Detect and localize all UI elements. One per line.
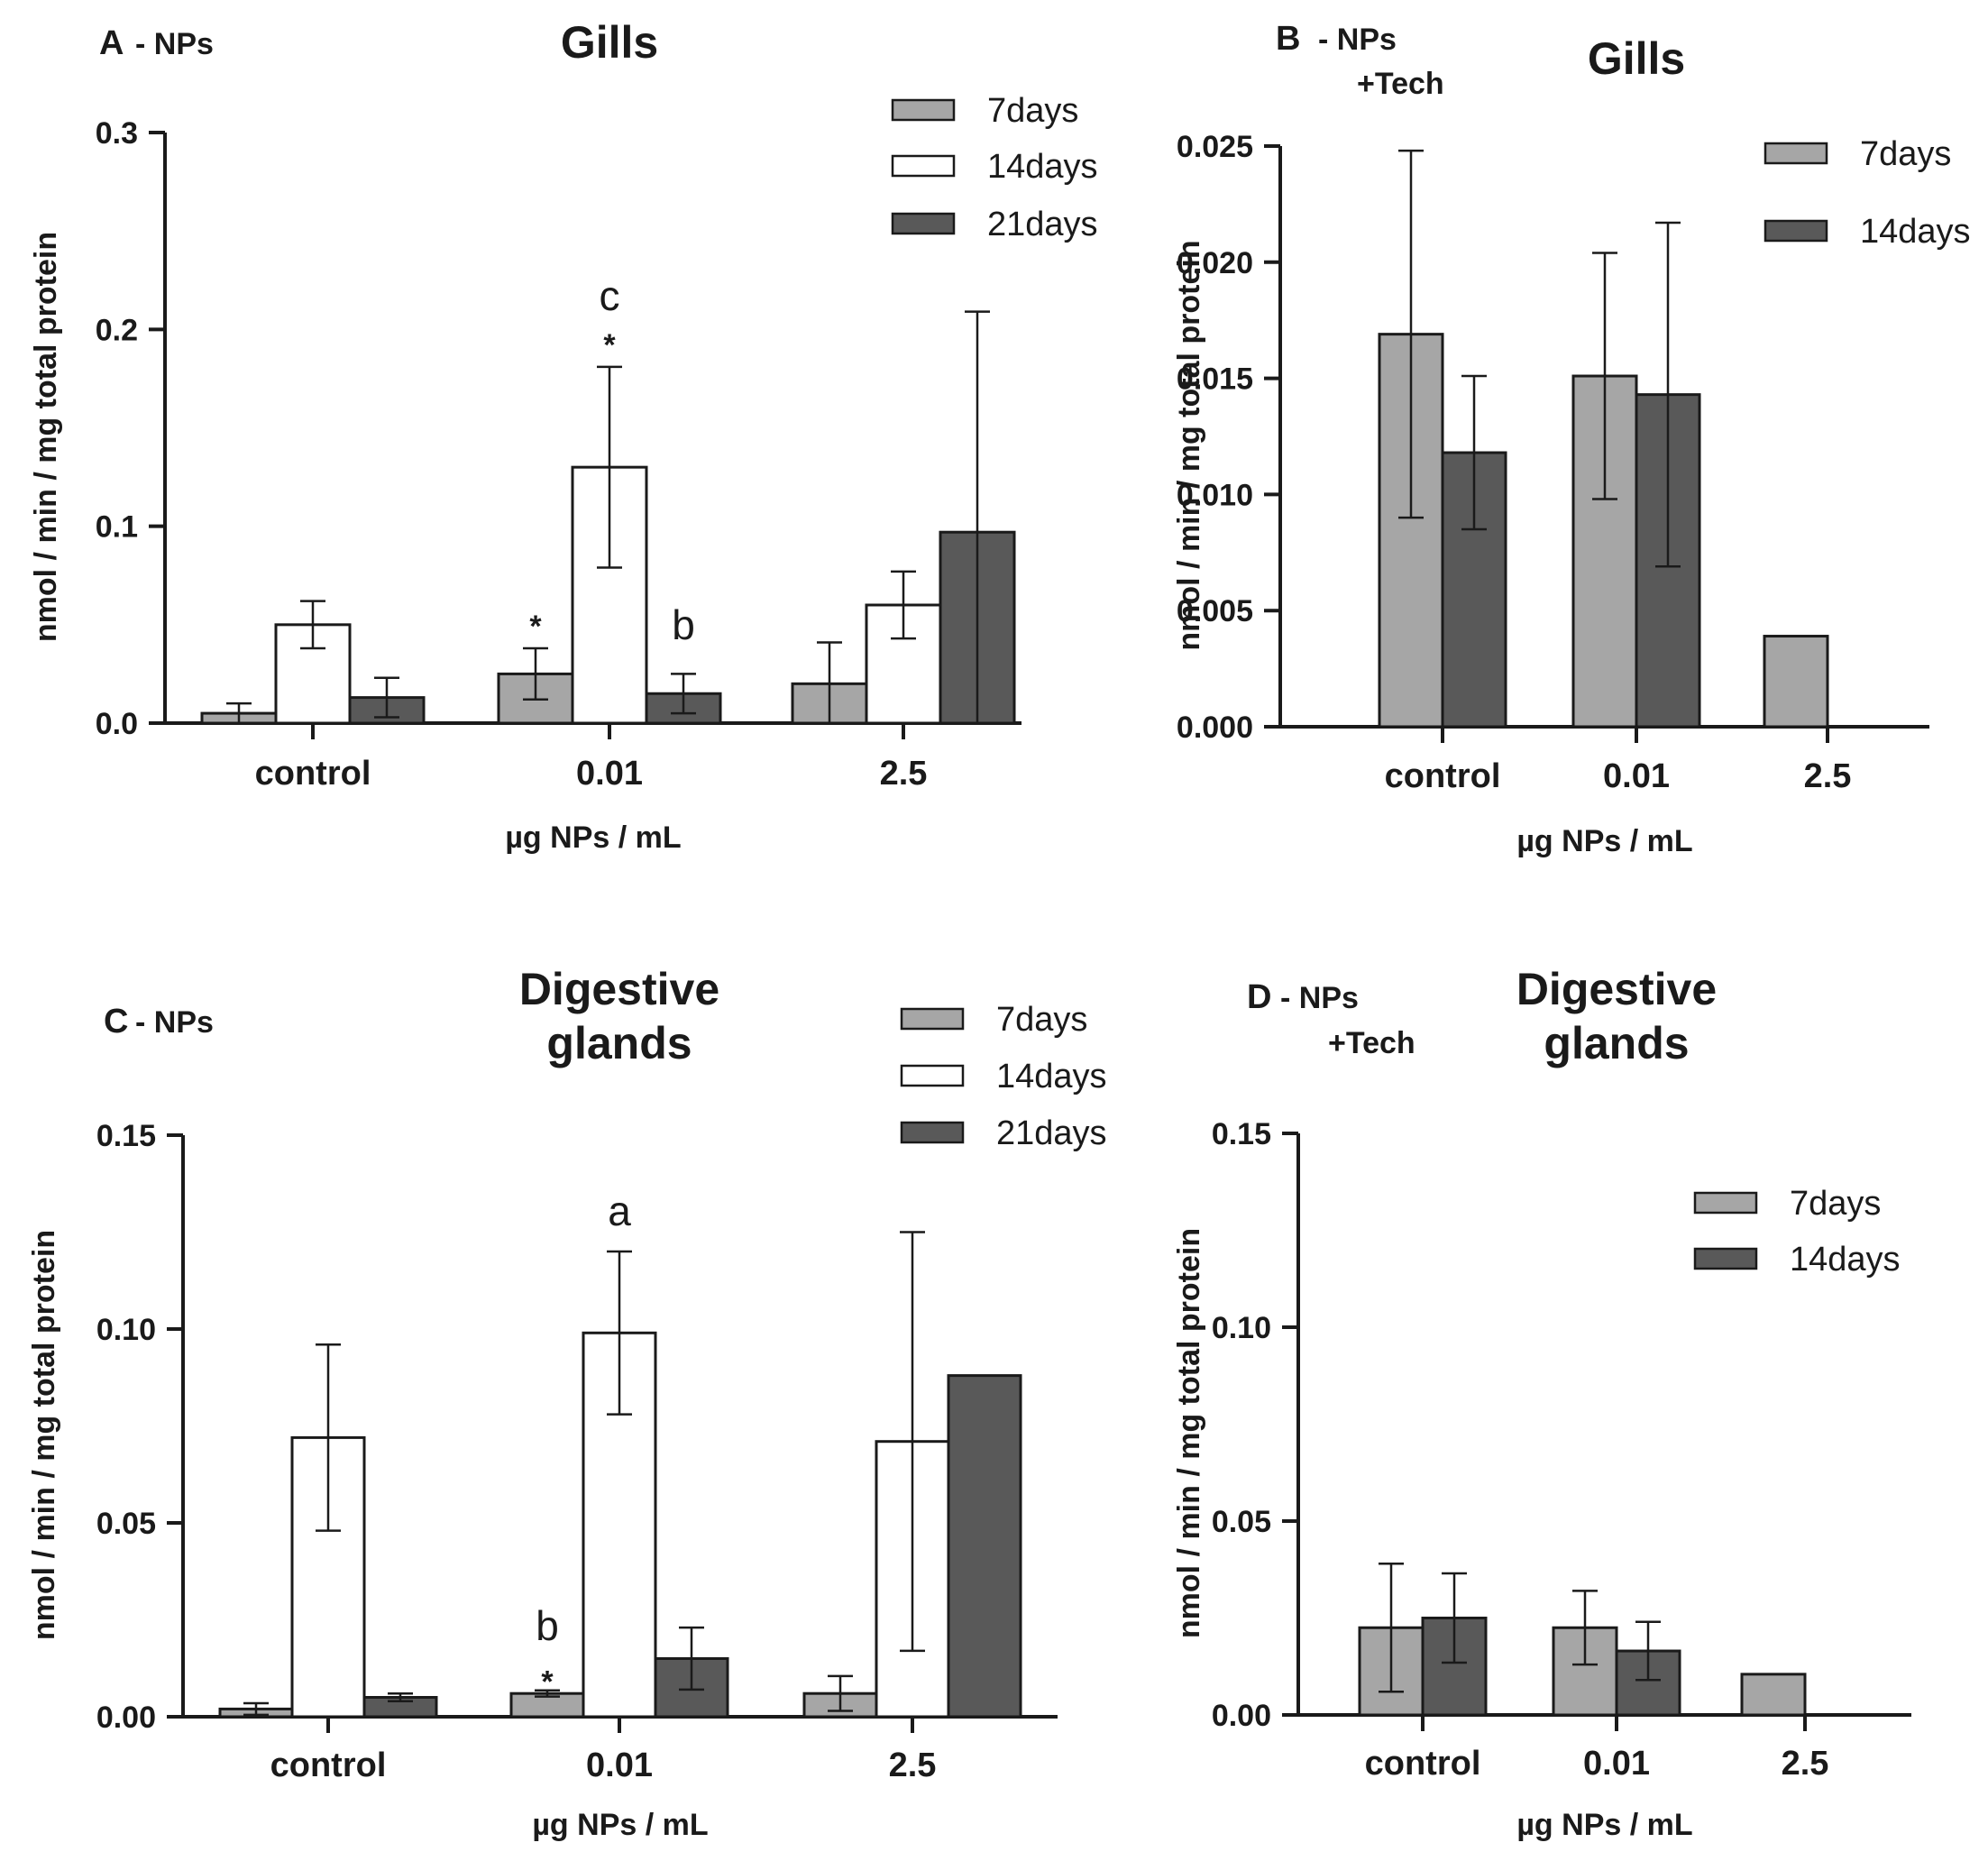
panel-a: A - NPs Gills 0.0 0.1 0.2 0.3 control 0.01 2.5 µg …: [29, 17, 1098, 855]
panel-subtitle-line2: +Tech: [1328, 1026, 1415, 1060]
panel-subtitle: - NPs: [1280, 981, 1359, 1015]
panel-subtitle: - NPs: [135, 27, 214, 61]
x-axis-label: µg NPs / mL: [1516, 824, 1692, 858]
chart-title: Digestive: [519, 964, 719, 1014]
x-axis-label: µg NPs / mL: [1516, 1808, 1692, 1842]
panel-b: B - NPs +Tech Gills 0.000 0.005 0.010 0.015 0.02…: [1172, 20, 1971, 858]
significance-star: *: [541, 1665, 554, 1700]
x-tick-label: 2.5: [1804, 757, 1852, 795]
y-tick-label: 0.10: [1212, 1311, 1271, 1345]
x-tick-label: 0.01: [586, 1746, 653, 1784]
legend: 7days 14days: [1693, 1185, 1901, 1279]
panel-letter: B: [1276, 20, 1300, 58]
legend-swatch: [1764, 142, 1828, 165]
bar: [947, 1374, 1022, 1719]
legend: 7days 14days 21days: [891, 92, 1098, 243]
y-axis-label: nmol / min / mg total protein: [27, 1230, 61, 1640]
legend-label: 7days: [1790, 1185, 1881, 1223]
y-tick-label: 0.1: [96, 510, 138, 545]
significance-letter: b: [536, 1602, 559, 1649]
y-axis-label: nmol / min / mg total protein: [1172, 240, 1206, 650]
chart-title: Digestive: [1516, 964, 1717, 1014]
y-tick-label: 0.020: [1177, 246, 1253, 280]
y-axis-label: nmol / min / mg total protein: [29, 232, 63, 642]
significance-star: *: [529, 610, 542, 644]
x-tick-label: 0.01: [1603, 757, 1670, 795]
legend-swatch: [1693, 1191, 1758, 1215]
y-tick-label: 0.005: [1177, 594, 1253, 628]
significance-letter: c: [600, 272, 620, 319]
chart-title: glands: [546, 1018, 692, 1068]
panel-subtitle: - NPs: [135, 1005, 214, 1040]
legend-label: 21days: [996, 1114, 1107, 1152]
panel-letter: D: [1247, 978, 1271, 1016]
legend-label: 7days: [987, 92, 1078, 130]
significance-star: *: [603, 328, 616, 362]
legend-label: 14days: [1860, 213, 1971, 251]
legend-swatch: [1764, 219, 1828, 243]
x-tick-label: control: [270, 1746, 387, 1784]
y-tick-label: 0.00: [1212, 1699, 1271, 1733]
legend-label: 14days: [1790, 1241, 1901, 1279]
x-tick-label: 2.5: [880, 755, 928, 793]
y-tick-label: 0.015: [1177, 362, 1253, 397]
chart-title: Gills: [561, 17, 658, 68]
x-tick-label: control: [255, 755, 371, 793]
legend-swatch: [891, 98, 956, 122]
y-tick-label: 0.00: [96, 1701, 156, 1735]
y-tick-label: 0.15: [96, 1119, 156, 1153]
x-tick-label: control: [1365, 1745, 1481, 1783]
x-tick-label: 0.01: [576, 755, 643, 793]
y-tick-label: 0.10: [96, 1313, 156, 1347]
y-tick-label: 0.15: [1212, 1117, 1271, 1151]
y-tick-label: 0.3: [96, 116, 138, 151]
x-axis-label: µg NPs / mL: [505, 820, 681, 855]
legend-swatch: [1693, 1247, 1758, 1270]
y-tick-label: 0.2: [96, 313, 138, 347]
y-tick-label: 0.010: [1177, 478, 1253, 512]
panel-subtitle: - NPs: [1318, 23, 1397, 57]
y-tick-label: 0.000: [1177, 710, 1253, 745]
legend-label: 21days: [987, 206, 1098, 243]
bar: [1441, 451, 1507, 729]
panel-letter: C: [104, 1003, 128, 1041]
legend-swatch: [891, 212, 956, 235]
panel-letter: A: [99, 24, 124, 62]
y-tick-label: 0.0: [96, 707, 138, 741]
y-axis-label: nmol / min / mg total protein: [1172, 1228, 1206, 1638]
bar: [1763, 635, 1829, 729]
legend-label: 14days: [996, 1058, 1107, 1096]
legend-swatch: [900, 1121, 965, 1144]
panel-subtitle-line2: +Tech: [1357, 67, 1444, 101]
y-tick-label: 0.05: [96, 1507, 156, 1541]
legend-label: 14days: [987, 148, 1098, 186]
chart-title: Gills: [1588, 33, 1685, 84]
y-tick-label: 0.05: [1212, 1505, 1271, 1539]
legend-label: 7days: [996, 1001, 1087, 1039]
x-tick-label: 0.01: [1583, 1745, 1650, 1783]
legend: 7days 14days: [1764, 135, 1971, 251]
x-tick-label: 2.5: [1782, 1745, 1829, 1783]
x-tick-label: control: [1385, 757, 1501, 795]
legend-swatch: [891, 154, 956, 178]
chart-title: glands: [1544, 1018, 1689, 1068]
x-tick-label: 2.5: [889, 1746, 937, 1784]
legend-label: 7days: [1860, 135, 1951, 173]
y-tick-label: 0.025: [1177, 130, 1253, 164]
significance-letter: a: [608, 1187, 631, 1234]
x-axis-label: µg NPs / mL: [532, 1808, 708, 1842]
legend: 7days 14days 21days: [900, 1001, 1107, 1152]
bar: [1740, 1673, 1807, 1717]
legend-swatch: [900, 1064, 965, 1087]
significance-letter: b: [672, 601, 695, 648]
legend-swatch: [900, 1007, 965, 1031]
